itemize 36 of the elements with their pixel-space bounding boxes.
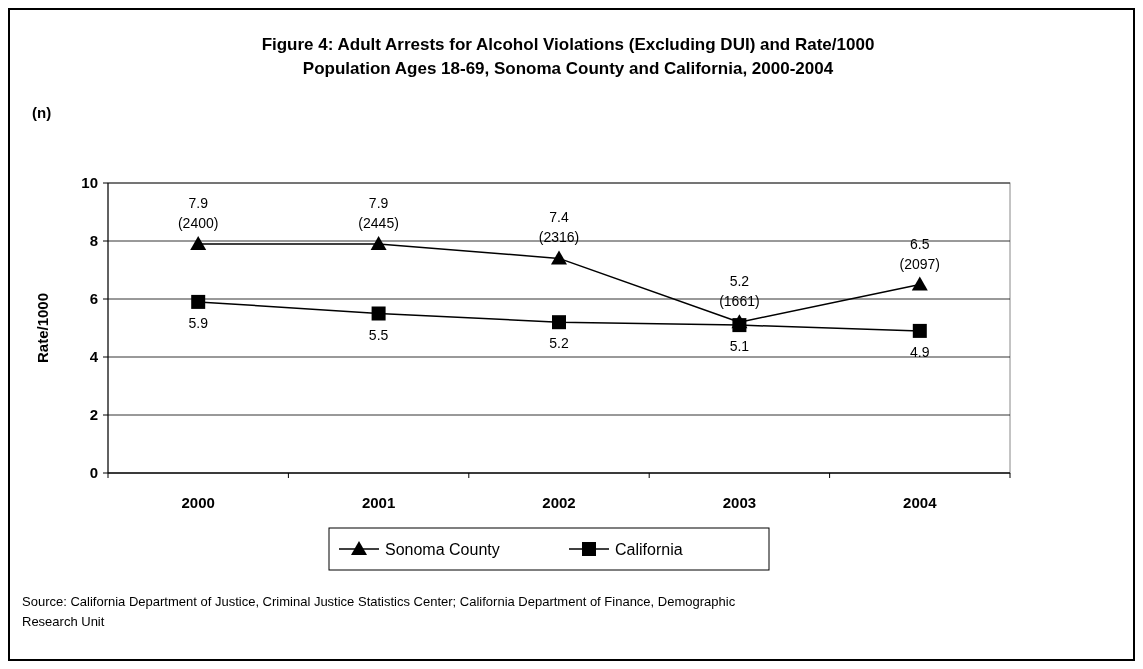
point (190, 235, 207, 250)
x-tick-label: 2001 (361, 494, 396, 511)
text: (n) (32, 104, 52, 121)
x-tick-label: 2000 (181, 494, 215, 511)
point (732, 318, 747, 333)
y-tick-label: 8 (89, 232, 98, 250)
point (552, 315, 566, 330)
data-label: 6.5 (2097) (899, 235, 941, 272)
data-label: 7.9 (2445) (358, 194, 399, 231)
point (551, 250, 567, 265)
y-tick-label: 10 (81, 174, 98, 192)
legend-label: California (615, 540, 683, 558)
y-tick-label: 2 (89, 406, 98, 424)
legend-label: Sonoma County (385, 540, 500, 558)
y-axis-title: Rate/1000 (34, 292, 51, 364)
point (912, 323, 927, 338)
data-label: 5.9 (188, 314, 209, 331)
y-tick-label: 6 (89, 290, 98, 308)
point (191, 294, 206, 309)
point (371, 306, 386, 321)
chart-title: Figure 4: Adult Arrests for Alcohol Violations (Excluding DUI) and Rate/1000 Population Ages 18-69, Sonoma County and California, 2000-2004 (261, 35, 875, 78)
data-label: 7.9 (2400) (177, 194, 219, 231)
data-label: 5.1 (729, 338, 750, 355)
data-label: 5.2 (549, 335, 569, 352)
x-tick-label: 2002 (542, 494, 576, 511)
x-tick-label: 2004 (903, 494, 938, 511)
point (370, 235, 387, 250)
y-tick-label: 4 (89, 348, 99, 366)
data-label: 4.9 (910, 343, 930, 360)
data-label: 5.2 (1661) (719, 273, 760, 310)
x-tick-label: 2003 (722, 494, 757, 511)
point (911, 276, 928, 291)
source-note: Source: California Department of Justice, Criminal Justice Statistics Center; California Department of Finance, Demographic Research Unit (22, 594, 736, 629)
data-label: 7.4 (2316) (538, 209, 580, 246)
data-label: 5.5 (368, 326, 389, 343)
y-tick-label: 0 (89, 464, 98, 482)
